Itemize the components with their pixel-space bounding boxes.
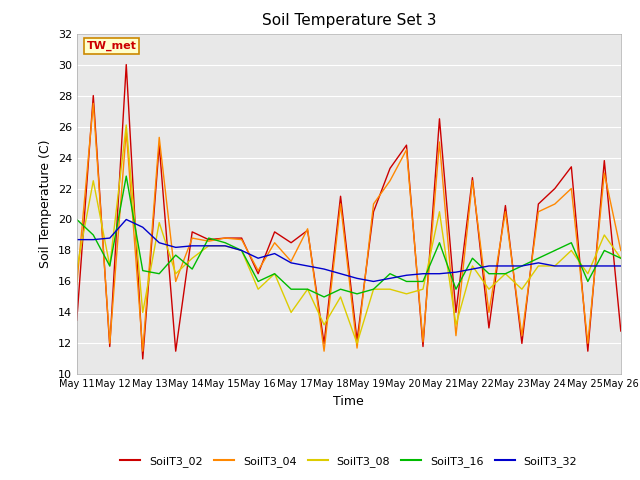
X-axis label: Time: Time [333, 395, 364, 408]
Title: Soil Temperature Set 3: Soil Temperature Set 3 [262, 13, 436, 28]
Text: TW_met: TW_met [86, 41, 136, 51]
Legend: SoilT3_02, SoilT3_04, SoilT3_08, SoilT3_16, SoilT3_32: SoilT3_02, SoilT3_04, SoilT3_08, SoilT3_… [116, 451, 582, 471]
Y-axis label: Soil Temperature (C): Soil Temperature (C) [39, 140, 52, 268]
